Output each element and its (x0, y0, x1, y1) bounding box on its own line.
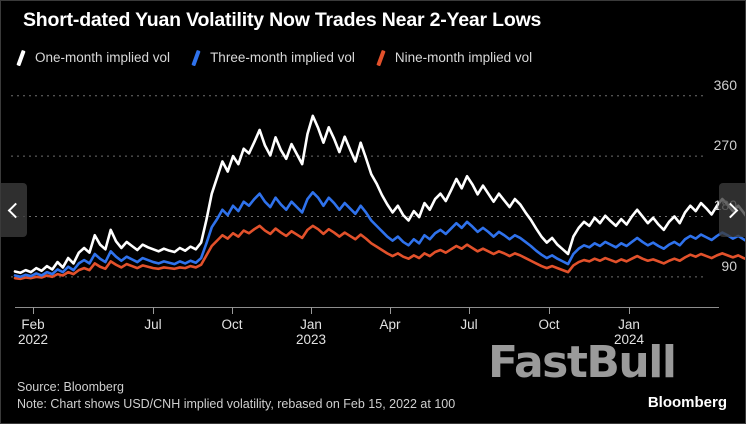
chart-legend: One-month implied vol Three-month implied… (15, 49, 552, 66)
page-title: Short-dated Yuan Volatility Now Trades N… (23, 9, 542, 31)
chevron-right-icon (722, 202, 739, 218)
x-tick-mark (153, 307, 154, 314)
x-tick-year: 2022 (17, 332, 49, 347)
x-axis-line (15, 307, 719, 308)
series-line-1 (13, 191, 745, 279)
x-axis-labels: Feb 2022 Jul Oct Jan 2023 Apr Jul Oct Jan 2024 (1, 307, 745, 347)
x-tick-label: Apr (379, 317, 400, 332)
x-tick-month: Jan (618, 317, 640, 332)
legend-label: One-month implied vol (35, 50, 171, 65)
x-tick-mark (390, 307, 391, 314)
series-line-2 (13, 224, 745, 281)
volatility-line-chart (11, 95, 745, 281)
x-tick-mark (549, 307, 550, 314)
x-tick-month: Jul (144, 317, 162, 332)
legend-line-icon (15, 49, 28, 66)
legend-line-icon (375, 49, 388, 66)
x-tick-label: Jul (460, 317, 477, 332)
x-tick-label: Jan 2023 (296, 317, 326, 347)
legend-item-2: Nine-month implied vol (375, 49, 533, 66)
source-text: Source: Bloomberg (17, 380, 125, 394)
legend-label: Nine-month implied vol (394, 50, 533, 65)
legend-label: Three-month implied vol (210, 50, 355, 65)
x-tick-mark (33, 307, 34, 314)
x-tick-month: Oct (538, 317, 560, 332)
x-tick-label: Oct (221, 317, 242, 332)
x-tick-month: Feb (21, 317, 45, 332)
note-text: Note: Chart shows USD/CNH implied volati… (17, 397, 456, 411)
x-tick-label: Jul (144, 317, 161, 332)
x-tick-year: 2023 (295, 332, 327, 347)
x-tick-month: Jul (460, 317, 478, 332)
x-tick-label: Feb 2022 (18, 317, 48, 347)
y-tick-label: 360 (713, 76, 737, 93)
x-tick-mark (469, 307, 470, 314)
x-tick-mark (629, 307, 630, 314)
carousel-prev-button[interactable] (1, 183, 27, 237)
x-tick-label: Oct (538, 317, 559, 332)
legend-line-icon (190, 49, 203, 66)
x-tick-month: Oct (221, 317, 243, 332)
legend-item-1: Three-month implied vol (190, 49, 355, 66)
chart-plot-area (1, 67, 745, 307)
y-tick-label: 90 (721, 257, 737, 274)
x-tick-mark (232, 307, 233, 314)
x-tick-month: Apr (379, 317, 401, 332)
x-tick-month: Jan (300, 317, 322, 332)
chart-footer: Source: Bloomberg Note: Chart shows USD/… (17, 379, 455, 413)
carousel-next-button[interactable] (719, 183, 745, 237)
series-line-0 (13, 114, 745, 275)
fastbull-watermark: FastBull (488, 337, 677, 388)
legend-item-0: One-month implied vol (15, 49, 171, 66)
x-tick-year: 2024 (613, 332, 645, 347)
x-tick-label: Jan 2024 (614, 317, 644, 347)
chevron-left-icon (7, 202, 24, 218)
bloomberg-logo: Bloomberg (647, 394, 727, 411)
x-tick-mark (311, 307, 312, 314)
y-tick-label: 270 (713, 137, 737, 154)
